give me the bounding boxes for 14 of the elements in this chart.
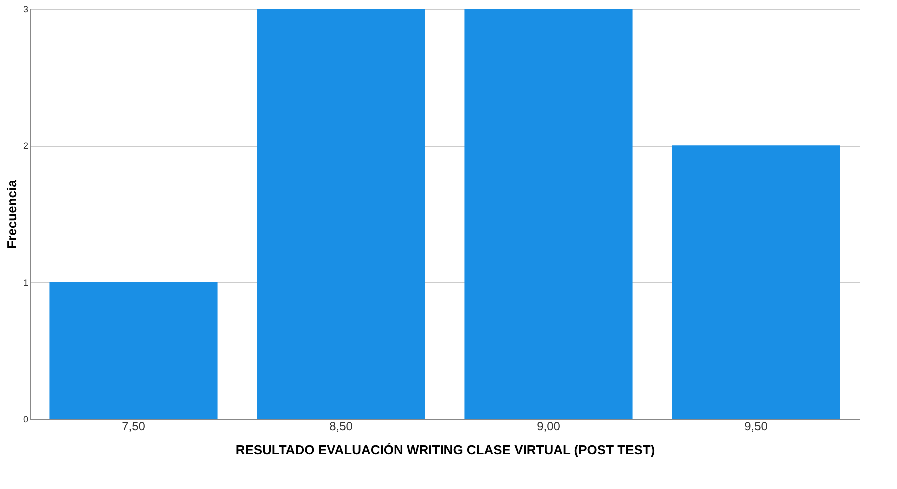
- x-tick-label: 9,00: [537, 420, 561, 434]
- x-axis-title: RESULTADO EVALUACIÓN WRITING CLASE VIRTUAL (POST TEST): [236, 442, 656, 458]
- x-tick-label: 9,50: [744, 420, 768, 434]
- bar: [50, 282, 218, 419]
- y-tick-label: 3: [23, 4, 28, 14]
- x-tick-label: 7,50: [122, 420, 146, 434]
- x-tick-label: 8,50: [330, 420, 354, 434]
- bar: [257, 9, 426, 419]
- y-tick-label: 1: [23, 278, 28, 288]
- bar: [464, 9, 633, 419]
- y-axis-title: Frecuencia: [4, 179, 20, 249]
- y-tick-label: 2: [23, 141, 28, 152]
- y-tick-label: 0: [23, 414, 28, 424]
- bar: [672, 146, 840, 419]
